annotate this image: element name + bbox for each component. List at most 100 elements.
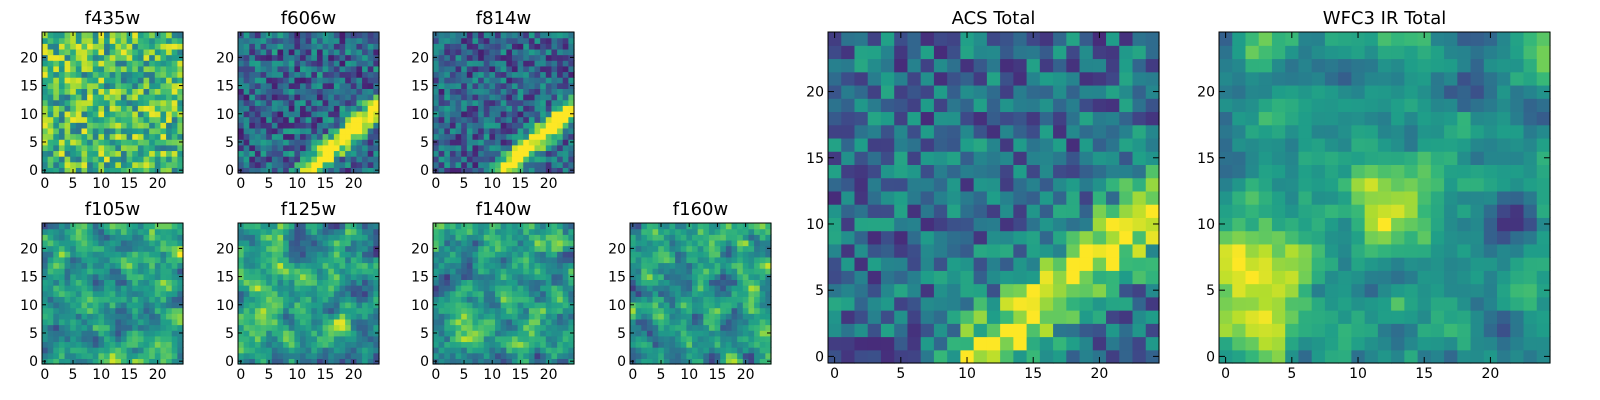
pixel-cell [557, 313, 564, 320]
pixel-cell [500, 167, 507, 174]
pixel-cell [562, 99, 569, 106]
pixel-cell [1053, 230, 1067, 245]
pixel-cell [249, 239, 256, 247]
pixel-cell [277, 347, 284, 354]
pixel-cell [154, 347, 162, 354]
pixel-cell [973, 323, 988, 338]
pixel-cell [305, 301, 312, 309]
pixel-cell [143, 313, 150, 320]
pixel-cell [362, 54, 369, 61]
pixel-cell [166, 279, 173, 286]
pixel-cell [149, 99, 156, 106]
pixel-cell [322, 347, 329, 354]
pixel-cell [472, 105, 479, 112]
pixel-cell [92, 110, 99, 118]
pixel-cell [641, 256, 648, 264]
pixel-cell [254, 48, 262, 56]
pixel-cell [160, 88, 167, 95]
pixel-cell [333, 60, 341, 67]
pixel-cell [132, 318, 139, 326]
pixel-cell [42, 43, 49, 50]
pixel-cell [311, 352, 318, 359]
pixel-cell [960, 190, 975, 205]
pixel-cell [534, 88, 541, 95]
pixel-cell [714, 335, 721, 343]
pixel-cell [540, 32, 547, 39]
pixel-cell [75, 268, 83, 275]
pixel-cell [339, 65, 346, 73]
pixel-cell [754, 245, 761, 252]
pixel-cell [177, 65, 184, 73]
pixel-cell [568, 228, 575, 235]
pixel-cell [238, 37, 245, 44]
pixel-cell [294, 335, 301, 343]
pixel-cell [737, 279, 744, 286]
pixel-cell [81, 290, 88, 297]
pixel-cell [478, 251, 485, 258]
pixel-cell [489, 150, 496, 157]
pixel-cell [160, 301, 167, 309]
pixel-cell [1039, 257, 1054, 271]
pixel-cell [104, 116, 111, 123]
pixel-cell [478, 228, 485, 235]
pixel-cell [249, 245, 256, 252]
pixel-cell [1066, 310, 1081, 324]
pixel-cell [328, 150, 335, 157]
pixel-cell [137, 133, 145, 140]
pixel-cell [517, 127, 524, 135]
pixel-cell [328, 99, 335, 106]
pixel-cell [528, 127, 536, 135]
pixel-cell [260, 99, 267, 106]
pixel-cell [243, 110, 250, 118]
pixel-cell [356, 116, 363, 123]
pixel-cell [557, 324, 564, 331]
pixel-cell [288, 223, 295, 230]
pixel-cell [115, 279, 122, 286]
pixel-cell [697, 335, 704, 343]
pixel-cell [120, 239, 128, 247]
pixel-cell [81, 307, 88, 314]
pixel-cell [675, 239, 682, 247]
pixel-cell [75, 127, 83, 135]
pixel-cell [333, 94, 341, 101]
pixel-cell [907, 296, 922, 311]
pixel-cell [523, 88, 530, 95]
pixel-cell [266, 127, 273, 135]
pixel-cell [243, 239, 250, 247]
pixel-cell [534, 234, 541, 241]
pixel-cell [300, 122, 307, 129]
pixel-cell [540, 133, 547, 140]
pixel-cell [300, 234, 307, 241]
pixel-cell [283, 285, 290, 292]
pixel-cell [328, 335, 335, 343]
pixel-cell [64, 65, 71, 73]
pixel-cell [87, 318, 94, 326]
pixel-cell [635, 335, 642, 343]
pixel-cell [75, 94, 83, 101]
pixel-cell [305, 167, 312, 174]
pixel-cell [478, 139, 485, 146]
pixel-cell [472, 330, 479, 337]
pixel-cell [81, 324, 88, 331]
pixel-cell [339, 290, 346, 297]
pixel-cell [109, 223, 116, 230]
pixel-cell [894, 204, 909, 218]
pixel-cell [47, 127, 54, 135]
pixel-cell [53, 122, 60, 129]
pixel-cell [720, 245, 727, 252]
pixel-cell [947, 296, 961, 311]
pixel-cell [143, 122, 150, 129]
pixel-cell [87, 43, 94, 50]
pixel-cell [266, 290, 273, 297]
pixel-cell [288, 330, 295, 337]
pixel-cell [283, 239, 290, 247]
pixel-cell [1026, 230, 1041, 245]
pixel-cell [517, 341, 524, 348]
pixel-cell [652, 279, 659, 286]
pixel-cell [854, 177, 869, 192]
pixel-cell [720, 290, 727, 297]
pixel-cell [461, 290, 468, 297]
pixel-cell [720, 358, 727, 365]
pixel-cell [75, 156, 83, 163]
pixel-cell [708, 251, 716, 258]
